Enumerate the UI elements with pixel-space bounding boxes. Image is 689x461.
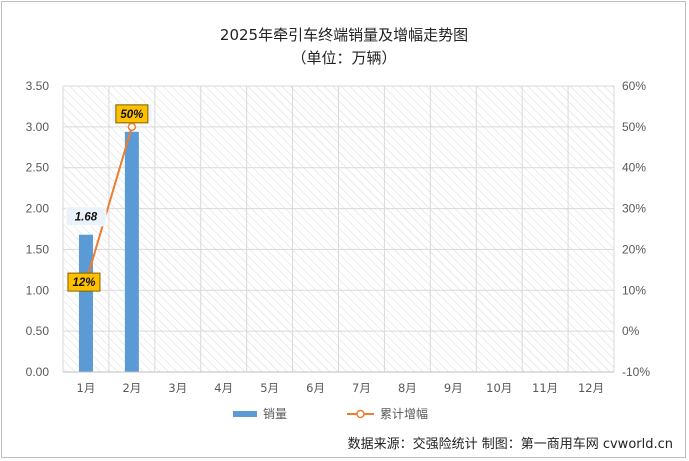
- y-left-tick-label: 0.00: [26, 365, 50, 379]
- y-right-tick-label: 50%: [622, 120, 646, 134]
- legend-bar-label: 销量: [263, 407, 287, 421]
- legend-line-marker: [356, 409, 365, 419]
- y-left-tick-label: 0.50: [26, 324, 50, 338]
- legend-line-label: 累计增幅: [380, 406, 428, 421]
- line-data-label-box: [115, 104, 149, 124]
- x-tick-label: 3月: [168, 381, 187, 395]
- line-growth: [84, 126, 133, 283]
- legend-bar-swatch: [233, 411, 257, 417]
- y-axis-left: 0.00 0.50 1.00 1.50 2.00 2.50 3.00 3.50: [26, 79, 50, 379]
- y-left-tick-label: 3.00: [26, 120, 50, 134]
- grid-lines: [62, 85, 615, 372]
- y-right-tick-label: 30%: [622, 202, 646, 216]
- x-tick-label: 2月: [122, 381, 141, 395]
- bar-data-label: 1.68: [75, 212, 98, 224]
- chart-title: 2025年牵引车终端销量及增幅走势图: [220, 26, 468, 44]
- x-tick-label: 4月: [214, 381, 233, 395]
- y-left-tick-label: 2.50: [26, 161, 50, 175]
- y-right-tick-label: 10%: [622, 283, 646, 297]
- legend: 销量 累计增幅: [233, 406, 428, 421]
- y-left-tick-label: 1.50: [26, 242, 50, 256]
- x-tick-label: 5月: [260, 381, 279, 395]
- x-axis: 1月 2月 3月 4月 5月 6月 7月 8月 9月 10月 11月 12月: [63, 371, 614, 395]
- y-right-tick-label: 20%: [622, 242, 646, 256]
- bar-data-label-box: [65, 206, 107, 227]
- line-data-label-box: [67, 272, 101, 292]
- x-tick-label: 8月: [398, 381, 417, 395]
- line-data-label: 50%: [120, 109, 143, 121]
- x-tick-label: 12月: [578, 381, 604, 395]
- y-axis-right: -10% 0% 10% 20% 30% 40% 50% 60%: [622, 79, 650, 379]
- line-data-label: 12%: [72, 277, 95, 289]
- x-tick-label: 6月: [306, 381, 325, 395]
- y-right-tick-label: 60%: [622, 79, 646, 93]
- x-tick-label: 10月: [486, 381, 512, 395]
- x-tick-label: 1月: [77, 381, 96, 395]
- y-left-tick-label: 3.50: [26, 79, 50, 93]
- y-right-tick-label: 40%: [622, 161, 646, 175]
- x-tick-label: 7月: [352, 381, 371, 395]
- x-tick-label: 11月: [532, 381, 558, 395]
- line-point: [127, 122, 137, 132]
- y-left-tick-label: 1.00: [26, 283, 50, 297]
- bar-sales: [78, 234, 93, 372]
- y-right-tick-label: 0%: [622, 324, 640, 338]
- x-tick-label: 9月: [444, 381, 463, 395]
- y-left-tick-label: 2.00: [26, 202, 50, 216]
- data-labels: 1.682.9412%50%: [65, 103, 153, 292]
- bar-sales: [124, 131, 139, 372]
- source-note: 数据来源：交强险统计 制图：第一商用车网 cvworld.cn: [348, 436, 673, 452]
- y-right-tick-label: -10%: [622, 365, 650, 379]
- chart-subtitle: （单位：万辆）: [291, 49, 396, 67]
